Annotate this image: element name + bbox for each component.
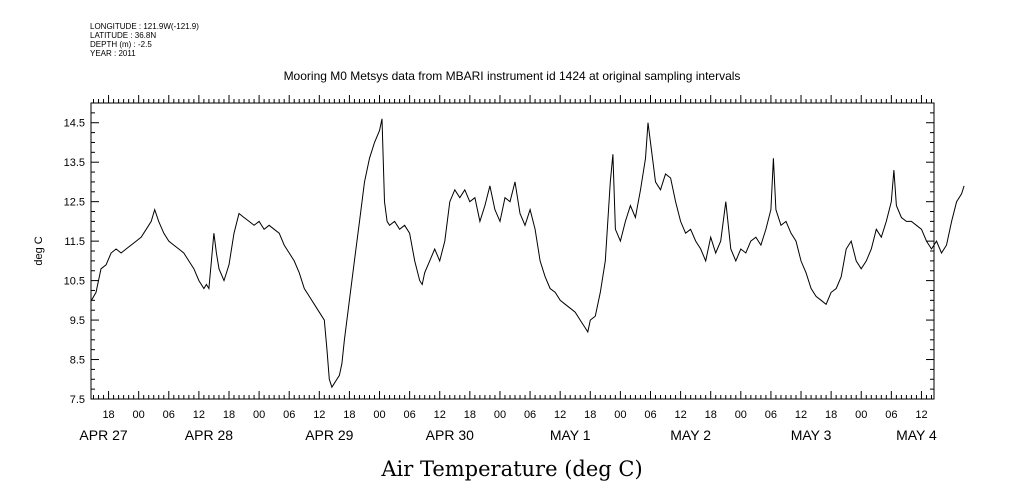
y-tick-label: 13.5 [64,157,85,169]
x-tick-label: 18 [102,409,114,421]
x-axis-label: Air Temperature (deg C) [380,457,642,481]
x-day-label: APR 28 [185,427,233,443]
x-tick-label: 12 [915,409,927,421]
x-tick-label: 00 [494,409,506,421]
y-tick-label: 14.5 [64,118,85,130]
x-day-label: APR 29 [305,427,353,443]
x-tick-label: 00 [133,409,145,421]
x-tick-label: 12 [795,409,807,421]
x-tick-label: 18 [464,409,476,421]
x-day-label: MAY 2 [670,427,711,443]
mooring-metadata: LONGITUDE : 121.9W(-121.9) LATITUDE : 36… [90,22,199,58]
y-tick-label: 11.5 [64,236,85,248]
x-day-labels: APR 27 APR 28 APR 29 APR 30 MAY 1 MAY 2 MAY 3 M… [79,427,937,443]
x-day-label: MAY 1 [550,427,591,443]
x-tick-label: 06 [885,409,897,421]
y-tick-label: 8.5 [70,355,85,367]
y-tick-label: 9.5 [70,315,85,327]
axis-ticks [91,95,934,400]
depth-text: DEPTH (m) : -2.5 [90,40,152,49]
air-temperature-series-line [91,118,965,389]
x-tick-label: 18 [705,409,717,421]
x-tick-label: 06 [404,409,416,421]
y-tick-label: 10.5 [64,276,85,288]
x-tick-label: 06 [283,409,295,421]
x-tick-label: 00 [253,409,265,421]
chart-title: Mooring M0 Metsys data from MBARI instru… [284,69,741,83]
x-tick-label: 12 [434,409,446,421]
x-tick-label: 06 [644,409,656,421]
year-text: YEAR : 2011 [90,49,136,58]
x-tick-label: 18 [584,409,596,421]
longitude-text: LONGITUDE : 121.9W(-121.9) [90,22,199,31]
x-tick-label: 12 [313,409,325,421]
y-tick-label: 7.5 [70,394,85,406]
x-day-label: APR 27 [79,427,127,443]
x-tick-label: 18 [343,409,355,421]
x-day-label: MAY 4 [896,427,937,443]
x-tick-label: 00 [373,409,385,421]
x-tick-label: 18 [223,409,235,421]
plot-frame [90,102,935,400]
x-tick-label: 12 [193,409,205,421]
x-tick-label: 18 [825,409,837,421]
x-tick-label: 06 [524,409,536,421]
y-tick-label: 12.5 [64,197,85,209]
x-tick-label: 12 [554,409,566,421]
y-tick-labels: 7.5 8.5 9.5 10.5 11.5 12.5 13.5 14.5 [64,118,85,406]
x-tick-labels: 18 00 06 12 18 00 06 12 18 00 06 12 18 00 06 12 18 00 06 12… [102,409,927,421]
x-tick-label: 06 [765,409,777,421]
x-day-label: MAY 3 [791,427,832,443]
x-tick-label: 00 [614,409,626,421]
x-tick-label: 00 [735,409,747,421]
x-tick-label: 00 [855,409,867,421]
x-day-label: APR 30 [426,427,474,443]
latitude-text: LATITUDE : 36.8N [90,31,157,40]
x-tick-label: 06 [163,409,175,421]
y-axis-label: deg C [33,236,45,265]
x-tick-label: 12 [674,409,686,421]
